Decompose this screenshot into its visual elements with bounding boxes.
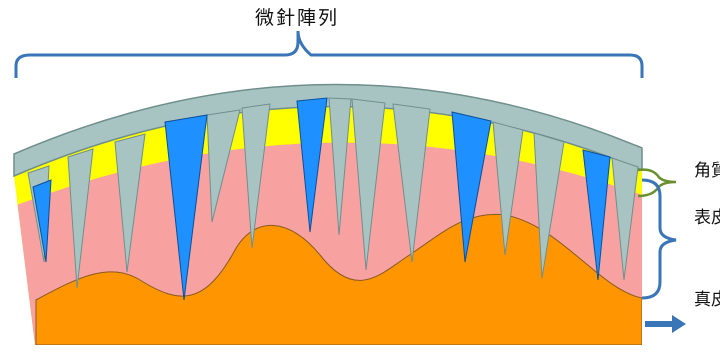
microneedle	[611, 157, 639, 281]
dermis-arrow	[645, 315, 686, 333]
microneedle	[114, 133, 146, 273]
microneedle	[241, 103, 271, 249]
epidermis-label: 表皮層	[694, 208, 720, 228]
microneedle	[492, 121, 524, 256]
microneedle	[206, 109, 241, 223]
blue-microneedle	[296, 97, 328, 233]
blue-microneedle	[582, 149, 611, 281]
epidermis-brace	[641, 178, 677, 300]
microneedle	[351, 98, 386, 271]
array-bracket	[14, 30, 644, 78]
blue-microneedle	[32, 179, 52, 263]
microneedle	[328, 97, 352, 236]
microneedles	[27, 97, 639, 289]
blue-microneedle	[164, 114, 208, 301]
diagram-title: 微針陣列	[254, 7, 339, 29]
corneum-brace	[637, 168, 677, 198]
microneedle	[533, 132, 565, 279]
blue-microneedle	[451, 111, 492, 263]
microneedle	[67, 148, 94, 289]
dermis-label: 真皮層	[694, 290, 720, 310]
microneedle	[392, 103, 431, 263]
stratum-corneum-label: 角質	[694, 161, 720, 181]
highlighted-microneedles	[32, 97, 611, 301]
